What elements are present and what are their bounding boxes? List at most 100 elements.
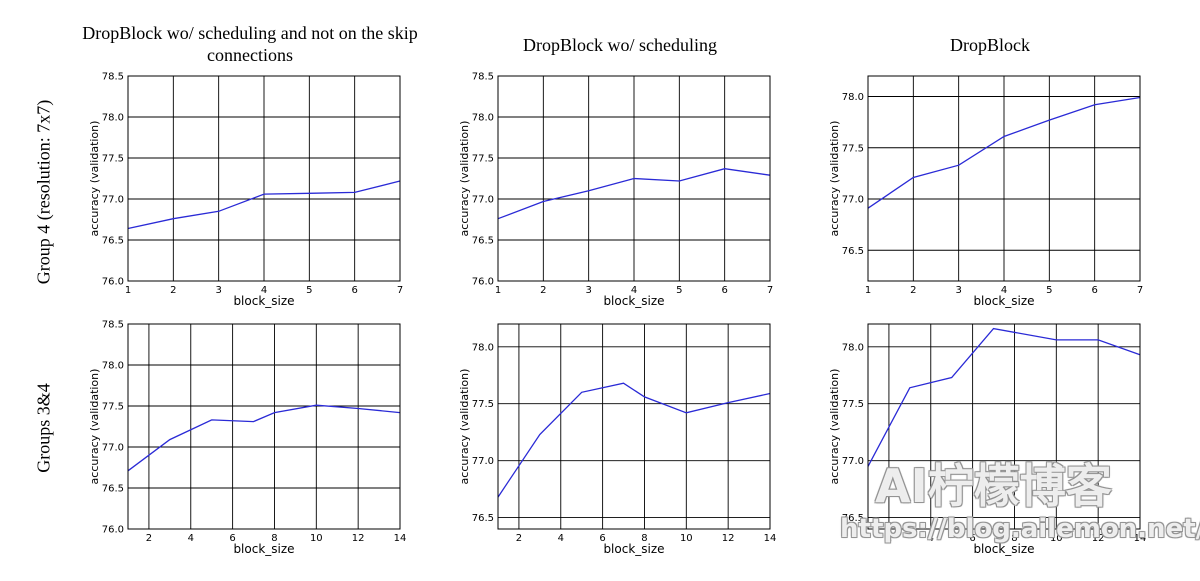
column-title-3: DropBlock	[950, 35, 1030, 55]
y-tick-label: 77.0	[472, 195, 494, 206]
x-tick-label: 8	[641, 533, 647, 544]
series-line	[127, 180, 401, 230]
row-label-2: Groups 3&4	[33, 383, 54, 473]
y-tick-label: 77.0	[102, 195, 124, 206]
axes-frame	[497, 323, 771, 530]
chart-groups34-dropblock: 2 4 6 8 10 12 14 76.5 77.0 77.5 78.0 block_size accu…	[828, 323, 1147, 556]
x-tick-label: 12	[722, 533, 735, 544]
x-tick-label: 10	[310, 533, 323, 544]
series-line	[867, 327, 1141, 467]
x-tick-label: 4	[188, 533, 194, 544]
y-tick-label: 77.5	[102, 154, 124, 165]
y-tick-label: 77.0	[102, 443, 124, 454]
series-line	[127, 404, 401, 472]
y-tick-label: 76.5	[842, 246, 864, 257]
x-tick-label: 2	[886, 533, 892, 544]
y-tick-label: 78.0	[842, 92, 864, 103]
y-tick-label: 76.5	[472, 236, 494, 247]
x-tick-label: 14	[1134, 533, 1147, 544]
axes-frame	[127, 75, 401, 282]
column-title-1: DropBlock wo/ scheduling and not on the …	[82, 23, 418, 65]
y-axis-label: accuracy (validation)	[88, 121, 101, 237]
y-tick-label: 77.0	[842, 456, 864, 467]
x-tick-label: 3	[215, 285, 221, 296]
series-line	[497, 168, 771, 220]
y-tick-label: 78.0	[102, 361, 124, 372]
x-tick-label: 2	[516, 533, 522, 544]
x-tick-label: 6	[1091, 285, 1097, 296]
chart-group4-no-scheduling: 1 2 3 4 5 6 7 76.0 76.5 77.0 77.5 78.0 78.5 block_siz…	[458, 72, 773, 309]
x-tick-label: 3	[585, 285, 591, 296]
x-tick-label: 4	[1001, 285, 1007, 296]
x-axis-label: block_size	[233, 294, 294, 308]
x-tick-label: 1	[125, 285, 131, 296]
y-tick-label: 77.5	[102, 402, 124, 413]
y-axis-label: accuracy (validation)	[828, 121, 841, 237]
x-tick-label: 4	[928, 533, 934, 544]
x-tick-label: 14	[764, 533, 777, 544]
y-tick-label: 76.0	[102, 525, 124, 536]
chart-group4-no-scheduling-no-skip: 1 2 3 4 5 6 7 76.0 76.5 77.0 77.5 78.0 78.5 block_siz…	[88, 72, 403, 309]
chart-groups34-no-scheduling: 2 4 6 8 10 12 14 76.5 77.0 77.5 78.0 block_size accu…	[458, 323, 777, 556]
y-axis-label: accuracy (validation)	[458, 369, 471, 485]
y-tick-label: 78.0	[842, 342, 864, 353]
y-tick-label: 76.0	[102, 277, 124, 288]
y-tick-label: 76.0	[472, 277, 494, 288]
y-tick-label: 78.0	[472, 113, 494, 124]
x-tick-label: 2	[540, 285, 546, 296]
y-tick-label: 78.0	[102, 113, 124, 124]
x-tick-label: 8	[1011, 533, 1017, 544]
x-tick-label: 2	[910, 285, 916, 296]
x-tick-label: 6	[969, 533, 975, 544]
x-tick-label: 8	[271, 533, 277, 544]
x-tick-label: 4	[631, 285, 637, 296]
y-tick-label: 77.0	[472, 456, 494, 467]
x-axis-label: block_size	[233, 542, 294, 556]
y-tick-label: 77.5	[842, 143, 864, 154]
x-tick-label: 7	[767, 285, 773, 296]
x-tick-label: 1	[495, 285, 501, 296]
x-tick-label: 4	[558, 533, 564, 544]
x-axis-label: block_size	[603, 542, 664, 556]
x-tick-label: 5	[306, 285, 312, 296]
x-tick-label: 3	[955, 285, 961, 296]
x-axis-label: block_size	[973, 542, 1034, 556]
y-tick-label: 76.5	[842, 513, 864, 524]
axes-frame	[867, 323, 1141, 530]
x-tick-label: 1	[865, 285, 871, 296]
x-axis-label: block_size	[603, 294, 664, 308]
y-tick-label: 77.5	[842, 399, 864, 410]
column-title-2: DropBlock wo/ scheduling	[523, 35, 717, 55]
chart-group4-dropblock: 1 2 3 4 5 6 7 76.5 77.0 77.5 78.0 block_size accurac…	[828, 75, 1143, 308]
x-tick-label: 2	[170, 285, 176, 296]
x-tick-label: 4	[261, 285, 267, 296]
y-tick-label: 77.0	[842, 195, 864, 206]
x-tick-label: 6	[721, 285, 727, 296]
x-axis-label: block_size	[973, 294, 1034, 308]
watermark-url: https://blog.ailemon.net/	[840, 514, 1200, 544]
x-tick-label: 6	[351, 285, 357, 296]
x-tick-label: 12	[1092, 533, 1105, 544]
y-tick-label: 77.5	[472, 399, 494, 410]
watermark: AI柠檬博客 https://blog.ailemon.net/	[840, 450, 1200, 560]
x-tick-label: 6	[229, 533, 235, 544]
x-tick-label: 10	[1050, 533, 1063, 544]
y-axis-label: accuracy (validation)	[828, 369, 841, 485]
y-tick-label: 78.5	[102, 72, 124, 83]
chart-groups34-no-scheduling-no-skip: 2 4 6 8 10 12 14 76.0 76.5 77.0 77.5 78.0 78.5 block_…	[88, 320, 406, 557]
axes-frame	[127, 323, 401, 530]
x-tick-label: 5	[676, 285, 682, 296]
y-tick-label: 78.5	[102, 320, 124, 331]
x-tick-label: 10	[680, 533, 693, 544]
y-tick-label: 76.5	[472, 513, 494, 524]
y-tick-label: 76.5	[102, 236, 124, 247]
y-axis-label: accuracy (validation)	[458, 121, 471, 237]
x-tick-label: 2	[146, 533, 152, 544]
y-tick-label: 78.5	[472, 72, 494, 83]
x-tick-label: 7	[1137, 285, 1143, 296]
y-axis-label: accuracy (validation)	[88, 369, 101, 485]
axes-frame	[497, 75, 771, 282]
x-tick-label: 12	[352, 533, 365, 544]
series-line	[497, 382, 771, 498]
